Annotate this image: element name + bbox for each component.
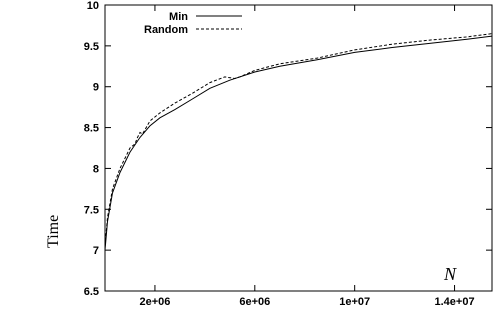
legend-label-random: Random — [144, 24, 188, 36]
plot-area — [104, 4, 493, 292]
y-axis-label: Time — [45, 215, 62, 248]
y-tick-label: 7 — [93, 245, 99, 257]
x-tick-label: 1.4e+07 — [435, 296, 475, 308]
x-axis-label: N — [443, 264, 457, 284]
tick-marks — [105, 4, 492, 292]
series-layer — [104, 33, 493, 251]
legend-label-min: Min — [169, 11, 188, 23]
series-line-random — [104, 33, 493, 247]
x-tick-label: 6e+06 — [239, 296, 270, 308]
y-tick-label: 9.5 — [84, 41, 99, 53]
series-line-min — [104, 35, 493, 251]
tick-labels: 6.5 7 7.5 8 8.5 9 9.5 10 2e+06 6e+06 1e+07 1.4e+07 — [84, 0, 475, 308]
y-tick-label: 9 — [93, 82, 99, 94]
y-tick-label: 10 — [87, 0, 99, 12]
x-tick-label: 1e+07 — [339, 296, 370, 308]
y-tick-label: 7.5 — [84, 204, 99, 216]
y-tick-label: 8 — [93, 163, 99, 175]
x-tick-label: 2e+06 — [139, 296, 170, 308]
plot-frame — [104, 4, 493, 292]
y-tick-label: 8.5 — [84, 123, 99, 135]
y-tick-label: 6.5 — [84, 286, 99, 298]
